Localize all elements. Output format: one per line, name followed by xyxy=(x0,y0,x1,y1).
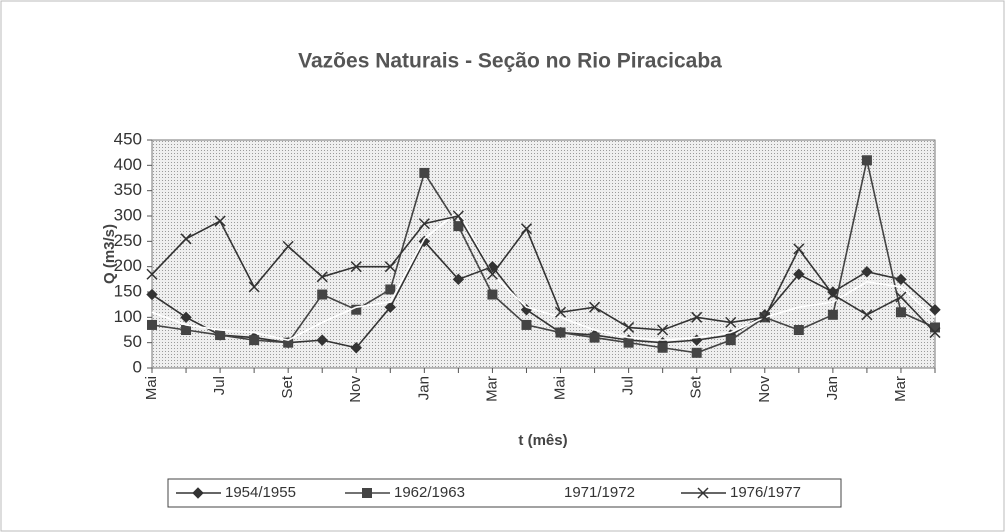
marker xyxy=(691,347,702,358)
series-line xyxy=(151,209,936,341)
marker xyxy=(486,268,498,280)
legend-box xyxy=(167,478,842,508)
marker xyxy=(452,273,465,286)
marker xyxy=(317,289,328,300)
y-tick-label: 450 xyxy=(114,129,142,148)
y-tick-label: 150 xyxy=(114,281,142,300)
marker xyxy=(486,260,499,273)
marker xyxy=(146,268,158,280)
marker xyxy=(895,273,907,286)
marker xyxy=(385,284,396,295)
marker xyxy=(657,342,668,353)
x-tick-label: Jul xyxy=(211,376,228,395)
chart-title: Vazões Naturais - Seção no Rio Piracicab… xyxy=(298,50,722,73)
marker xyxy=(589,301,601,313)
marker xyxy=(520,223,533,235)
y-axis-label: Q (m3/s) xyxy=(101,224,118,284)
marker xyxy=(827,309,838,320)
marker xyxy=(146,288,158,301)
marker xyxy=(192,487,204,499)
x-tick-label: Mar xyxy=(892,376,909,402)
x-tick-label: Nov xyxy=(347,376,364,403)
marker xyxy=(827,289,839,301)
marker xyxy=(691,311,703,323)
series-line xyxy=(151,160,936,354)
marker xyxy=(793,325,804,335)
marker xyxy=(384,261,396,273)
marker xyxy=(418,218,430,230)
marker xyxy=(861,266,873,278)
marker xyxy=(929,304,941,316)
y-tick-label: 300 xyxy=(114,205,142,224)
marker xyxy=(697,487,709,499)
marker xyxy=(350,261,362,273)
series-line xyxy=(151,215,936,334)
marker xyxy=(452,210,464,222)
legend-label: 1954/1955 xyxy=(225,484,296,501)
legend-label: 1971/1972 xyxy=(564,484,635,501)
marker xyxy=(930,322,940,333)
marker xyxy=(316,271,328,283)
x-tick-label: Nov xyxy=(756,376,773,403)
marker xyxy=(657,324,669,336)
marker xyxy=(248,281,260,293)
marker xyxy=(759,311,771,323)
marker xyxy=(147,319,157,330)
marker xyxy=(521,319,532,330)
marker xyxy=(214,215,226,227)
x-tick-label: Set xyxy=(279,375,296,398)
marker xyxy=(362,488,372,498)
marker xyxy=(623,321,635,333)
marker xyxy=(419,167,430,178)
marker xyxy=(929,327,941,339)
marker xyxy=(725,316,737,328)
x-tick-label: Jan xyxy=(824,376,841,400)
marker xyxy=(895,307,906,318)
marker xyxy=(555,327,566,338)
y-tick-label: 350 xyxy=(114,180,142,199)
marker xyxy=(487,289,498,300)
marker xyxy=(861,309,873,321)
marker xyxy=(384,301,397,313)
y-tick-label: 250 xyxy=(114,231,142,250)
x-axis-label: t (mês) xyxy=(518,432,567,449)
y-tick-label: 100 xyxy=(114,307,142,326)
legend-label: 1962/1963 xyxy=(394,484,465,501)
marker xyxy=(350,342,362,354)
y-tick-label: 50 xyxy=(123,332,142,351)
marker xyxy=(181,325,192,335)
marker xyxy=(895,291,907,303)
marker xyxy=(180,233,192,245)
marker xyxy=(249,335,260,346)
plot-area xyxy=(151,139,936,369)
x-tick-label: Mai xyxy=(143,376,160,400)
marker xyxy=(793,243,805,255)
marker xyxy=(283,337,294,348)
legend-label: 1976/1977 xyxy=(730,484,801,501)
marker xyxy=(180,311,192,324)
marker xyxy=(589,332,600,343)
y-tick-label: 200 xyxy=(114,256,142,275)
marker xyxy=(453,221,464,232)
marker xyxy=(215,330,226,341)
x-tick-label: Mar xyxy=(483,376,500,402)
marker xyxy=(793,268,805,280)
x-tick-label: Jul xyxy=(620,376,637,395)
marker xyxy=(623,337,634,348)
x-tick-label: Jan xyxy=(415,376,432,400)
marker xyxy=(861,155,872,166)
x-tick-label: Set xyxy=(688,375,705,398)
marker xyxy=(282,240,294,252)
marker xyxy=(554,306,567,318)
marker xyxy=(725,335,736,346)
y-tick-label: 400 xyxy=(114,155,142,174)
marker xyxy=(316,334,328,346)
y-tick-label: 0 xyxy=(133,357,142,376)
x-tick-label: Mai xyxy=(551,376,568,400)
